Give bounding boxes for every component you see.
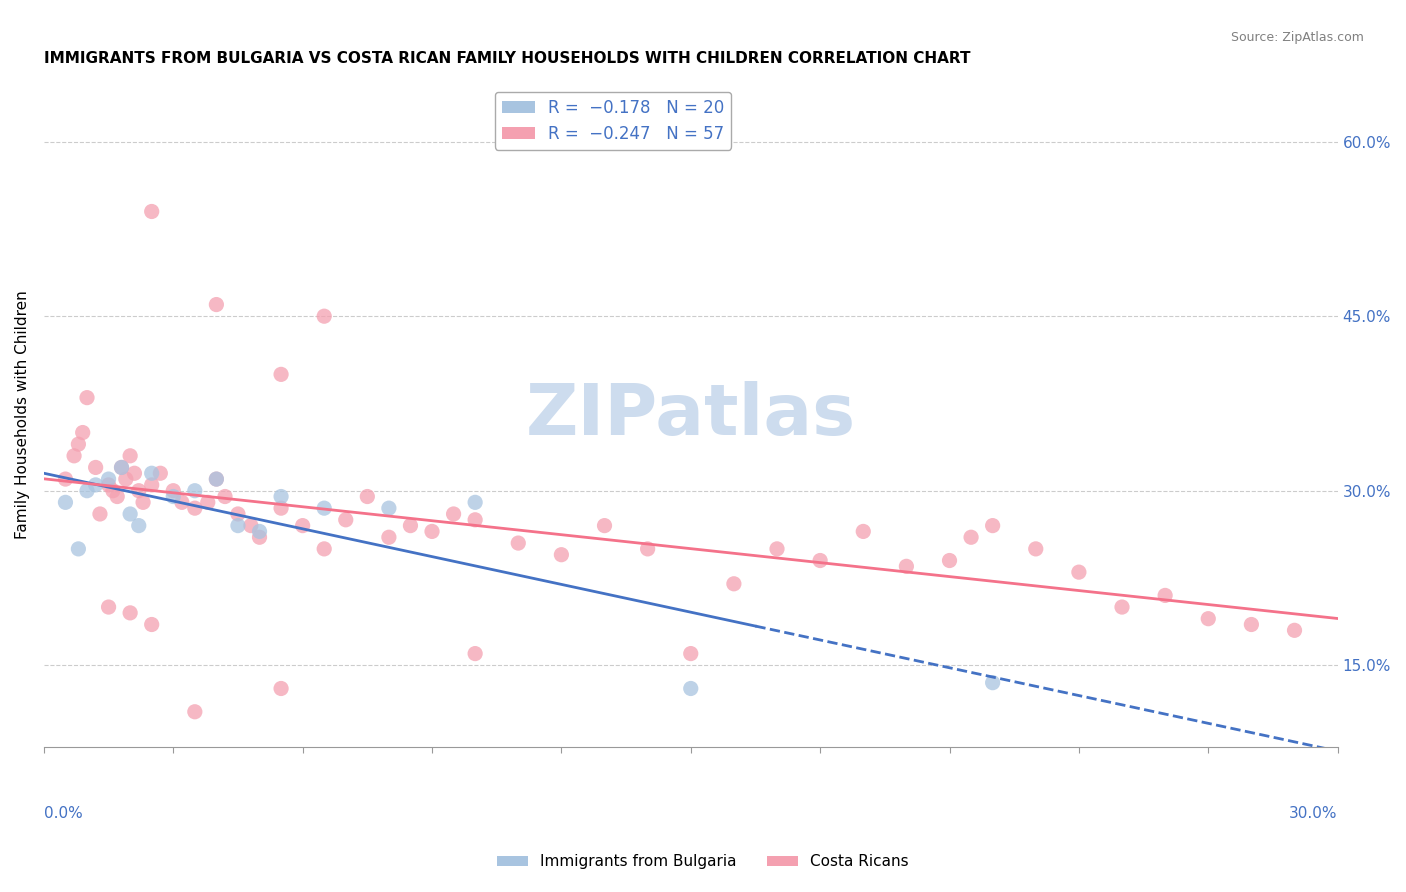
Point [205, 472, 228, 486]
Point [1067, 565, 1090, 579]
Point [1025, 541, 1047, 556]
Point [76, 391, 98, 405]
Point [335, 513, 357, 527]
Point [291, 518, 314, 533]
Point [55, 495, 77, 509]
Point [1197, 612, 1219, 626]
Point [141, 467, 163, 481]
Point [149, 467, 172, 481]
Point [76, 483, 98, 498]
Legend: Immigrants from Bulgaria, Costa Ricans: Immigrants from Bulgaria, Costa Ricans [491, 848, 915, 875]
Point [63, 449, 86, 463]
Y-axis label: Family Households with Children: Family Households with Children [15, 291, 30, 540]
Point [67, 437, 90, 451]
Point [378, 530, 401, 544]
Legend: R =  −0.178   N = 20, R =  −0.247   N = 57: R = −0.178 N = 20, R = −0.247 N = 57 [495, 92, 731, 150]
Point [314, 541, 336, 556]
Point [110, 460, 132, 475]
Point [464, 513, 486, 527]
Point [226, 507, 249, 521]
Point [162, 490, 184, 504]
Point [981, 675, 1004, 690]
Point [97, 472, 120, 486]
Point [314, 309, 336, 323]
Point [55, 472, 77, 486]
Point [110, 460, 132, 475]
Point [593, 518, 616, 533]
Point [239, 518, 262, 533]
Point [960, 530, 983, 544]
Point [120, 606, 142, 620]
Point [97, 600, 120, 615]
Text: ZIPatlas: ZIPatlas [526, 381, 856, 450]
Point [205, 297, 228, 311]
Point [105, 490, 128, 504]
Point [938, 553, 960, 567]
Point [1240, 617, 1263, 632]
Text: 0.0%: 0.0% [44, 806, 83, 822]
Point [89, 507, 111, 521]
Point [896, 559, 918, 574]
Point [464, 495, 486, 509]
Point [84, 478, 107, 492]
Point [141, 204, 163, 219]
Point [197, 495, 219, 509]
Point [101, 483, 124, 498]
Point [679, 647, 702, 661]
Point [249, 524, 271, 539]
Point [184, 501, 207, 516]
Point [508, 536, 530, 550]
Point [637, 541, 659, 556]
Point [170, 495, 193, 509]
Point [420, 524, 443, 539]
Point [270, 681, 292, 696]
Point [114, 472, 136, 486]
Point [141, 478, 163, 492]
Point [1111, 600, 1133, 615]
Point [184, 705, 207, 719]
Point [120, 507, 142, 521]
Point [120, 449, 142, 463]
Point [270, 490, 292, 504]
Text: 30.0%: 30.0% [1289, 806, 1337, 822]
Point [72, 425, 94, 440]
Point [443, 507, 465, 521]
Point [464, 647, 486, 661]
Point [84, 460, 107, 475]
Point [128, 518, 150, 533]
Point [141, 617, 163, 632]
Point [314, 501, 336, 516]
Point [214, 490, 236, 504]
Point [766, 541, 789, 556]
Point [249, 530, 271, 544]
Point [1284, 624, 1306, 638]
Point [128, 483, 150, 498]
Point [124, 467, 146, 481]
Point [808, 553, 831, 567]
Text: IMMIGRANTS FROM BULGARIA VS COSTA RICAN FAMILY HOUSEHOLDS WITH CHILDREN CORRELAT: IMMIGRANTS FROM BULGARIA VS COSTA RICAN … [44, 51, 970, 66]
Point [1154, 589, 1177, 603]
Point [356, 490, 378, 504]
Point [97, 478, 120, 492]
Point [226, 518, 249, 533]
Point [270, 368, 292, 382]
Point [723, 576, 745, 591]
Point [132, 495, 155, 509]
Point [981, 518, 1004, 533]
Point [550, 548, 572, 562]
Text: Source: ZipAtlas.com: Source: ZipAtlas.com [1230, 31, 1364, 45]
Point [67, 541, 90, 556]
Point [679, 681, 702, 696]
Point [378, 501, 401, 516]
Point [205, 472, 228, 486]
Point [270, 501, 292, 516]
Point [852, 524, 875, 539]
Point [184, 483, 207, 498]
Point [162, 483, 184, 498]
Point [399, 518, 422, 533]
